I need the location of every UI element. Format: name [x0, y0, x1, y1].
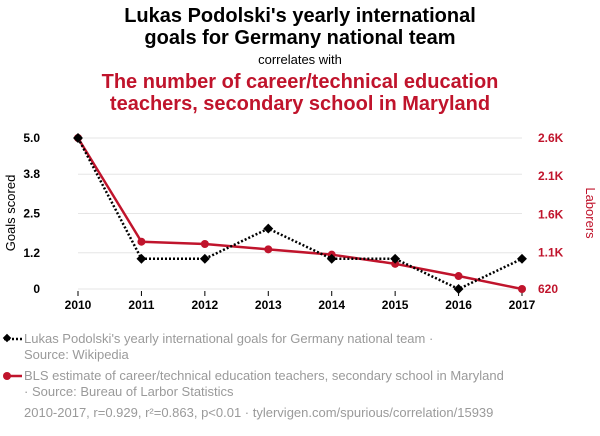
x-tick-label: 2010 — [65, 298, 92, 312]
series-goals-point — [453, 284, 464, 294]
grid — [78, 137, 522, 290]
left-tick-label: 2.5 — [23, 207, 40, 221]
series-goals-line — [76, 137, 523, 291]
right-axis-label: Laborers — [583, 187, 598, 239]
series-teachers-point — [391, 259, 400, 268]
series-goals-point — [326, 253, 337, 264]
series-goals-point — [263, 223, 274, 234]
x-tick-label: 2016 — [445, 298, 472, 312]
legend-goals-line2: Source: Wikipedia — [24, 347, 129, 362]
x-tick-label: 2015 — [382, 298, 409, 312]
left-tick-label: 1.2 — [23, 246, 40, 260]
x-tick-label: 2017 — [509, 298, 536, 312]
x-tick-label: 2011 — [128, 298, 154, 312]
left-tick-label: 3.8 — [23, 167, 40, 181]
left-tick-label: 5.0 — [23, 131, 40, 145]
connector-text: correlates with — [258, 52, 342, 67]
legend-goals-line1: Lukas Podolski's yearly international go… — [24, 331, 434, 346]
left-axis-ticks: 0 1.2 2.5 3.8 5.0 — [23, 131, 40, 296]
series-teachers-point — [200, 240, 209, 249]
x-tick-label: 2012 — [192, 298, 219, 312]
legend-teachers-line2: · Source: Bureau of Larbor Statistics — [24, 384, 234, 399]
secondary-title-line2: teachers, secondary school in Maryland — [109, 93, 491, 115]
series-goals-point — [199, 253, 210, 264]
series-goals-point — [390, 253, 401, 264]
right-tick-label: 2.1K — [538, 169, 564, 183]
series-goals-point — [517, 253, 527, 264]
right-tick-label: 1.1K — [538, 245, 564, 259]
series-teachers-line — [76, 137, 523, 291]
left-tick-label: 0 — [33, 282, 40, 296]
series-teachers-point — [454, 272, 463, 281]
title-block: Lukas Podolski's yearly international go… — [0, 0, 600, 115]
footer-stats: 2010-2017, r=0.929, r²=0.863, p<0.01 · t… — [24, 405, 494, 420]
series-goals — [73, 133, 527, 294]
primary-title: Lukas Podolski's yearly international go… — [0, 5, 600, 49]
legend-item-teachers: BLS estimate of career/technical educati… — [24, 368, 504, 400]
series-goals-point — [136, 253, 147, 264]
primary-title-line2: goals for Germany national team — [144, 27, 456, 49]
series-goals-point — [73, 133, 83, 143]
legend-marker-goals — [2, 333, 22, 343]
series-teachers-point — [518, 285, 526, 293]
secondary-title: The number of career/technical education… — [0, 71, 600, 115]
right-tick-label: 2.6K — [538, 131, 564, 145]
legend-marker-teachers — [3, 372, 22, 380]
x-axis-ticks: 2010 2011 2012 2013 2014 2015 2016 2017 — [65, 291, 536, 312]
legend-teachers-line1: BLS estimate of career/technical educati… — [24, 368, 504, 383]
right-tick-label: 1.6K — [538, 207, 564, 221]
primary-title-line1: Lukas Podolski's yearly international — [124, 5, 476, 27]
series-teachers-point — [264, 245, 273, 254]
series-teachers-point — [137, 237, 146, 246]
x-tick-label: 2013 — [255, 298, 282, 312]
left-axis-label: Goals scored — [3, 175, 18, 252]
secondary-title-line1: The number of career/technical education — [101, 71, 499, 93]
right-tick-label: 620 — [538, 282, 558, 296]
legend-item-goals: Lukas Podolski's yearly international go… — [24, 331, 433, 363]
right-axis-ticks: 620 1.1K 1.6K 2.1K 2.6K — [538, 131, 564, 296]
x-tick-label: 2014 — [318, 298, 345, 312]
